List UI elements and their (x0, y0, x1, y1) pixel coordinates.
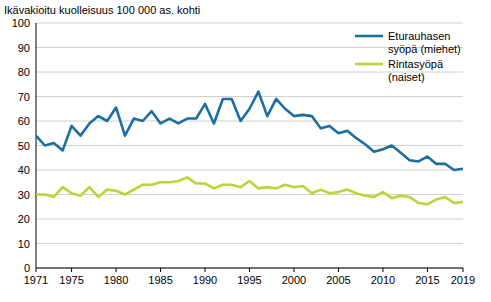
grid-line (36, 219, 463, 220)
y-tick-label: 70 (18, 91, 30, 103)
grid-line (36, 145, 463, 146)
legend-line: (naiset) (388, 71, 425, 83)
y-tick-label: 20 (18, 213, 30, 225)
legend-swatch (355, 63, 383, 66)
x-tick (427, 268, 428, 272)
series-line (36, 92, 463, 170)
x-tick (160, 268, 161, 272)
y-tick-label: 10 (18, 238, 30, 250)
x-tick-label: 1971 (24, 274, 48, 286)
grid-line (36, 96, 463, 97)
x-tick-label: 2015 (415, 274, 439, 286)
x-tick-label: 2000 (282, 274, 306, 286)
legend-line: syöpä (miehet) (388, 43, 461, 55)
y-tick-label: 100 (12, 17, 30, 29)
x-tick-label: 1990 (193, 274, 217, 286)
x-tick (205, 268, 206, 272)
x-tick-label: 1980 (104, 274, 128, 286)
x-tick (71, 268, 72, 272)
x-tick (116, 268, 117, 272)
x-tick (249, 268, 250, 272)
grid-line (36, 121, 463, 122)
series-line (36, 177, 463, 204)
x-tick-label: 2019 (451, 274, 475, 286)
grid-line (36, 23, 463, 24)
y-axis (36, 23, 37, 268)
y-tick-label: 80 (18, 66, 30, 78)
x-tick-label: 1985 (148, 274, 172, 286)
grid-line (36, 170, 463, 171)
x-tick (338, 268, 339, 272)
legend-swatch (355, 35, 383, 38)
y-tick-label: 40 (18, 164, 30, 176)
x-tick (463, 268, 464, 272)
plot-area (36, 92, 463, 205)
legend-line: Eturauhasen (388, 30, 450, 42)
y-tick-label: 30 (18, 189, 30, 201)
x-tick-label: 2010 (371, 274, 395, 286)
y-tick-label: 0 (24, 262, 30, 274)
legend-line: Rintasyöpä (388, 58, 444, 70)
y-tick-label: 50 (18, 140, 30, 152)
chart: Ikävakioitu kuolleisuus 100 000 as. koht… (0, 0, 491, 302)
y-axis-label: Ikävakioitu kuolleisuus 100 000 as. koht… (4, 4, 200, 16)
x-tick-label: 1975 (59, 274, 83, 286)
x-tick (36, 268, 37, 272)
y-tick-label: 60 (18, 115, 30, 127)
x-tick (293, 268, 294, 272)
legend-label: Rintasyöpä(naiset) (388, 58, 444, 83)
legend-label: Eturauhasensyöpä (miehet) (388, 30, 461, 55)
x-tick-label: 1995 (237, 274, 261, 286)
y-tick-label: 90 (18, 42, 30, 54)
x-tick (382, 268, 383, 272)
x-tick-label: 2005 (326, 274, 350, 286)
grid-line (36, 243, 463, 244)
